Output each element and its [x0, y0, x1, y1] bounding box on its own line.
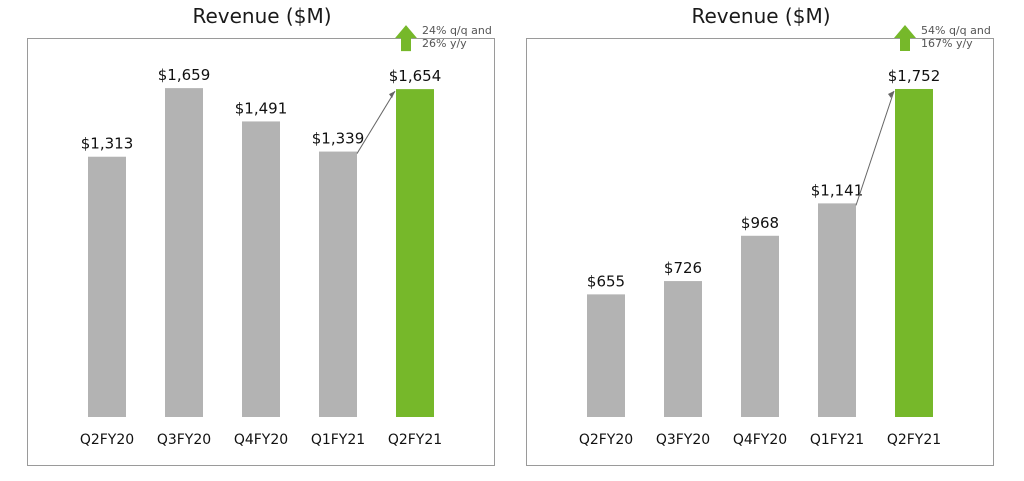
bar [242, 121, 280, 417]
x-tick-label: Q1FY21 [810, 432, 864, 448]
x-tick-label: Q4FY20 [234, 432, 288, 448]
bar-highlight [895, 88, 933, 417]
bar [818, 203, 856, 417]
x-tick-label: Q4FY20 [733, 432, 787, 448]
data-label: $1,339 [312, 130, 365, 148]
growth-connector-arrowhead [888, 90, 894, 98]
x-tick-label: Q3FY20 [656, 432, 710, 448]
x-tick-label: Q2FY20 [579, 432, 633, 448]
x-tick-label: Q2FY20 [80, 432, 134, 448]
bar [319, 151, 357, 418]
revenue-chart-right: Revenue ($M) $655 Q2FY20 $726 Q3FY20 $968 Q4F… [526, 0, 996, 470]
growth-annotation-line1: 24% q/q and [422, 24, 492, 37]
data-label: $726 [664, 259, 702, 277]
chart-title: Revenue ($M) [691, 4, 831, 28]
growth-annotation-line1: 54% q/q and [921, 24, 991, 37]
data-label: $1,141 [811, 181, 864, 199]
bar [587, 294, 625, 417]
growth-connector-line [356, 90, 396, 154]
x-tick-label: Q2FY21 [388, 432, 442, 448]
growth-connector-arrowhead [389, 91, 395, 99]
growth-annotation-line2: 167% y/y [921, 37, 973, 50]
data-label: $1,491 [235, 99, 288, 117]
growth-up-arrow-icon [894, 24, 916, 51]
bar [165, 88, 203, 417]
bar [741, 235, 779, 417]
data-label: $1,659 [158, 66, 211, 84]
growth-connector-line [855, 90, 895, 206]
growth-up-arrow-icon [395, 25, 417, 52]
bar [664, 281, 702, 417]
x-tick-label: Q1FY21 [311, 432, 365, 448]
bar-chart-svg: $655 Q2FY20 $726 Q3FY20 $968 Q4FY20 $1,141 Q1FY… [579, 24, 991, 448]
data-label: $1,752 [888, 67, 941, 85]
data-label: $1,654 [389, 67, 442, 85]
growth-annotation-line2: 26% y/y [422, 37, 467, 50]
x-tick-label: Q2FY21 [887, 432, 941, 448]
data-label: $1,313 [81, 135, 134, 153]
bar-chart-svg: $1,313 Q2FY20 $1,659 Q3FY20 $1,491 Q4FY20 $1,3… [80, 24, 492, 448]
x-tick-label: Q3FY20 [157, 432, 211, 448]
bar [88, 156, 126, 418]
data-label: $655 [587, 272, 625, 290]
chart-title: Revenue ($M) [192, 4, 332, 28]
bar-highlight [396, 89, 434, 417]
revenue-chart-left: Revenue ($M) $1,313 Q2FY20 $1,659 Q3FY20 $1,… [27, 0, 497, 470]
data-label: $968 [741, 214, 779, 232]
